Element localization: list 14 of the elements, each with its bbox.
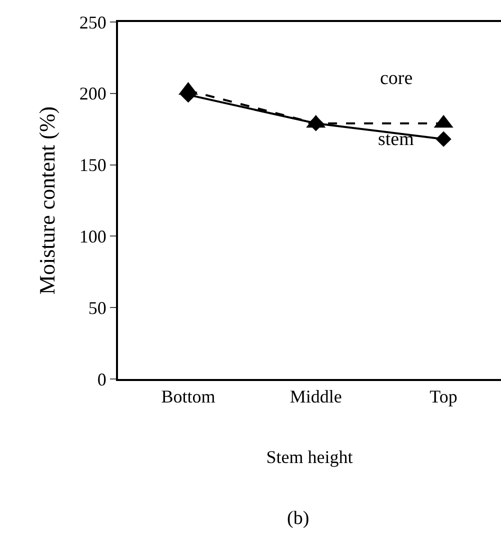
y-tick-label: 250 [79, 12, 106, 32]
y-tick-label: 0 [97, 369, 106, 390]
y-tick-label: 150 [79, 155, 106, 176]
text: (b) [287, 508, 310, 529]
series-label: core [380, 68, 413, 89]
y-tick-label: 100 [79, 226, 106, 246]
series-label: stem [378, 129, 414, 150]
x-tick-label: Middle [290, 386, 342, 407]
y-tick-label: 50 [88, 298, 106, 318]
x-tick-label: Bottom [161, 386, 216, 407]
x-axis-title: Stem height [266, 447, 353, 468]
x-tick-label: Top [430, 386, 458, 407]
y-tick-label: 200 [79, 84, 106, 104]
y-axis-title: Moisture content (%) [34, 106, 60, 295]
